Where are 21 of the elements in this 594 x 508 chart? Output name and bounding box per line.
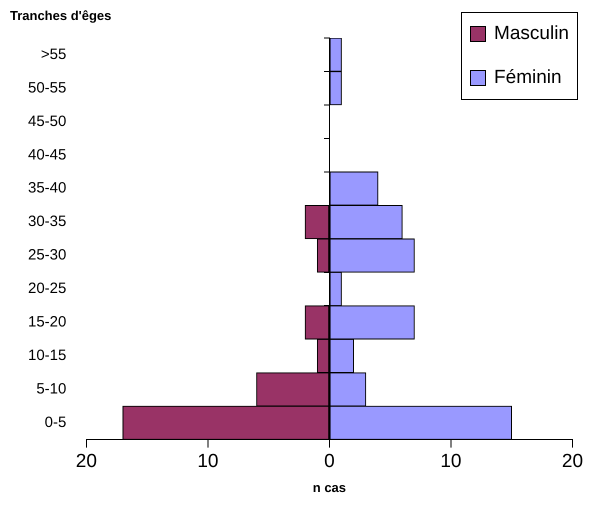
y-tick-label: >55 [40, 46, 66, 63]
y-tick-label: 30-35 [28, 213, 66, 230]
y-tick-label: 40-45 [28, 146, 66, 164]
y-tick-label: 35-40 [28, 180, 66, 197]
y-tick-label: 15-20 [28, 314, 66, 331]
y-tick-label: 10-15 [28, 347, 66, 364]
y-axis-title: Tranches d'êges [10, 8, 112, 24]
legend-label: Féminin [494, 67, 562, 89]
x-tick-label: 20 [76, 451, 97, 472]
y-tick-label: 50-55 [28, 79, 66, 96]
y-tick-label: 20-25 [28, 280, 66, 298]
x-tick-label: 10 [440, 451, 462, 472]
x-tick-label: 10 [197, 451, 218, 472]
y-tick-label: 45-50 [28, 112, 66, 130]
legend-label: Masculin [494, 23, 569, 45]
y-tick-label: 5-10 [36, 380, 66, 398]
x-axis-title: n cas [312, 480, 346, 495]
y-tick-label: 25-30 [28, 246, 66, 264]
y-tick-label: 0-5 [44, 414, 66, 432]
x-tick-label: 0 [324, 451, 335, 472]
x-tick-label: 20 [562, 451, 584, 472]
